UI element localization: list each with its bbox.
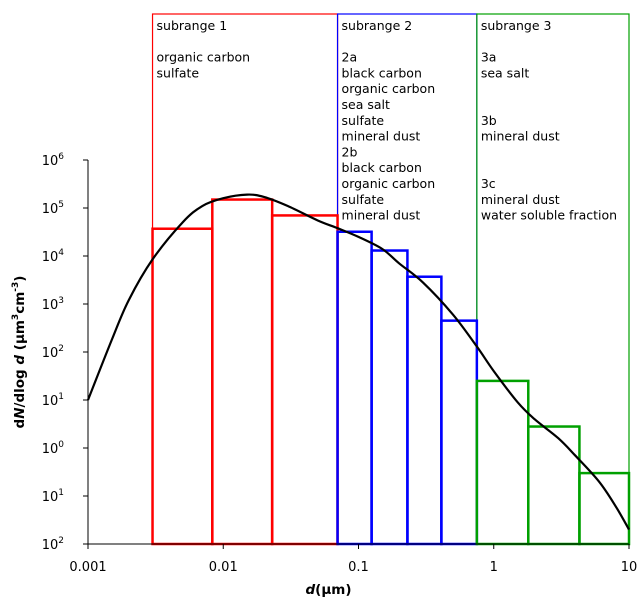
bins-layer <box>151 198 631 546</box>
subrange-3-box <box>476 13 630 545</box>
subrange-3-line: mineral dust <box>481 192 560 207</box>
y-tick-label: 101 <box>42 488 64 505</box>
bin-bar <box>151 227 214 546</box>
subrange-3-title: subrange 3 <box>481 18 552 33</box>
labels-layer: d(µm) dN/dlog d (µm3cm-3) <box>11 276 352 598</box>
bin-bar <box>211 198 274 546</box>
y-tick-label: 105 <box>42 200 64 217</box>
subrange-3-line: sea salt <box>481 65 529 80</box>
x-tick-label: 1 <box>490 560 498 575</box>
y-tick-label: 103 <box>42 296 64 313</box>
subrange-1-line: organic carbon <box>157 50 251 65</box>
subrange-2-line: 2a <box>342 50 358 65</box>
subrange-2-line: sea salt <box>342 97 390 112</box>
subrange-3-line: mineral dust <box>481 129 560 144</box>
subrange-2-line: black carbon <box>342 160 422 175</box>
x-tick-label: 0.01 <box>209 560 238 575</box>
subrange-2-line: black carbon <box>342 65 422 80</box>
subrange-1-title: subrange 1 <box>157 18 228 33</box>
subrange-2-line: organic carbon <box>342 176 436 191</box>
bin-bar <box>370 249 409 546</box>
x-axis-title: d(µm) <box>305 582 351 598</box>
subrange-3-line: 3a <box>481 50 497 65</box>
bin-bar <box>336 230 373 546</box>
subrange-2-line: 2b <box>342 144 358 159</box>
bin-bar <box>527 425 581 546</box>
size-distribution-curve <box>86 193 630 531</box>
subrange-1-box <box>151 13 339 545</box>
axes-layer: 0.001 0.01 0.1 1 10 102 101 100 101 102 103 104 105 1… <box>42 152 638 575</box>
y-tick-label: 102 <box>42 344 64 361</box>
y-tick-label: 102 <box>42 536 64 553</box>
subrange-1-line: sulfate <box>157 65 200 80</box>
subrange-2-title: subrange 2 <box>342 18 413 33</box>
subrange-2-line: mineral dust <box>342 129 421 144</box>
x-tick-label: 0.1 <box>348 560 369 575</box>
bin-bar <box>270 214 339 546</box>
x-tick-label: 10 <box>621 560 638 575</box>
x-tick-label: 0.001 <box>69 560 106 575</box>
subrange-3-line: 3b <box>481 113 497 128</box>
y-tick-label: 100 <box>42 440 65 457</box>
subrange-2-line: organic carbon <box>342 81 436 96</box>
bin-bar <box>440 319 479 546</box>
y-tick-label: 104 <box>42 248 65 265</box>
y-tick-label: 101 <box>42 392 64 409</box>
curve-layer <box>86 193 630 531</box>
subrange-2-line: mineral dust <box>342 208 421 223</box>
bin-bar <box>578 471 631 546</box>
subrange-2-line: sulfate <box>342 113 385 128</box>
subrange-2-line: sulfate <box>342 192 385 207</box>
y-tick-label: 106 <box>42 152 65 169</box>
subrange-3-line: 3c <box>481 176 496 191</box>
subrange-3-line: water soluble fraction <box>481 208 617 223</box>
y-axis-title: dN/dlog d (µm3cm-3) <box>11 276 28 429</box>
bin-bar <box>406 275 443 546</box>
